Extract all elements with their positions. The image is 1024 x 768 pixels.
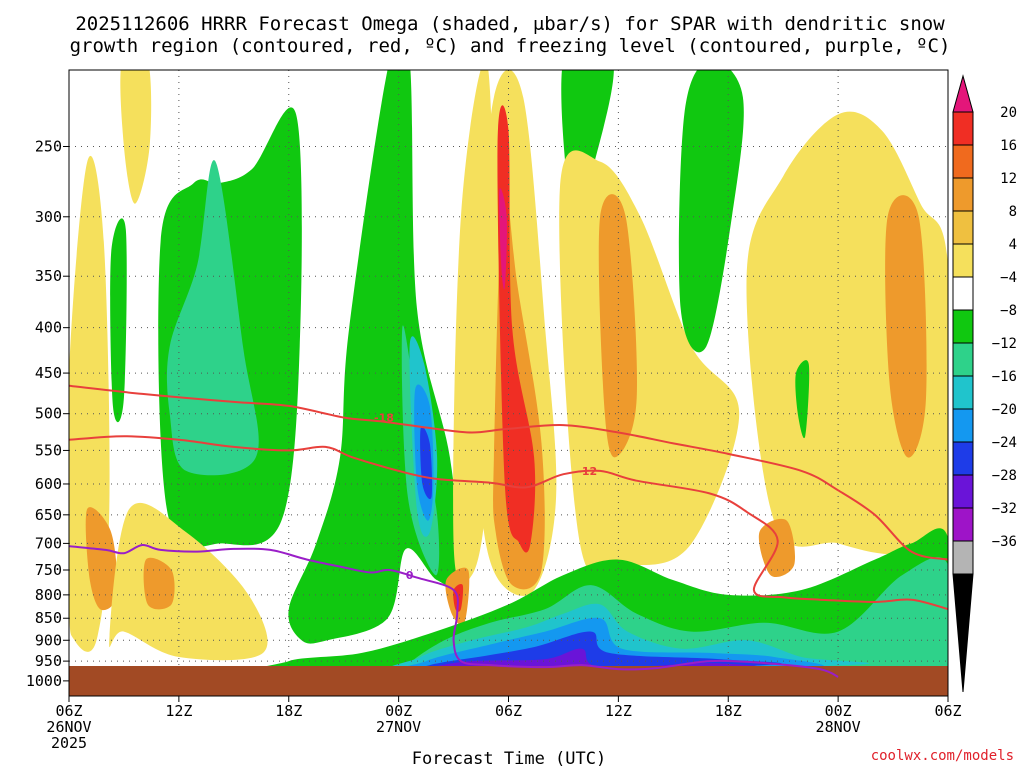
y-axis: 250 300 350 400 450 500 550 600 650 700 750 800 850 9… xyxy=(26,137,69,690)
colorbar-bottom-arrow xyxy=(952,573,974,693)
colorbar: 20 16 12 8 4 −4 −8 −12 −16 −20 −24 −28 −32 −36 xyxy=(952,74,1017,693)
colorbar-label: −8 xyxy=(1000,303,1017,319)
freezing-level-contour xyxy=(69,543,839,678)
y-tick-label: 350 xyxy=(35,267,62,285)
colorbar-label: −12 xyxy=(992,336,1017,352)
omega-region-yellow-12z-lower xyxy=(109,502,268,661)
y-tick-label: 300 xyxy=(35,208,62,226)
contours: -18 -12 0 xyxy=(69,384,948,678)
colorbar-label: 20 xyxy=(1000,105,1017,121)
colorbar-swatch xyxy=(952,276,974,311)
y-tick-label: 600 xyxy=(35,475,62,493)
colorbar-label: −32 xyxy=(992,501,1017,517)
dgz-contour-label: -12 xyxy=(577,465,597,478)
y-tick-label: 500 xyxy=(35,405,62,423)
grid-lines xyxy=(69,70,948,682)
x-tick-label: 06Z xyxy=(55,702,82,720)
x-tick-label: 27NOV xyxy=(376,718,421,736)
plot-area: -18 -12 0 xyxy=(68,69,949,697)
colorbar-label: 12 xyxy=(1000,171,1017,187)
x-tick-label: 06Z xyxy=(495,702,522,720)
omega-region-upper-yellow-12z xyxy=(120,70,152,204)
colorbar-label: −28 xyxy=(992,468,1017,484)
colorbar-swatch xyxy=(952,342,974,377)
omega-shading xyxy=(69,70,948,693)
colorbar-top-arrow xyxy=(952,74,974,113)
omega-region-green-22z-spot xyxy=(795,360,810,439)
dgz-contour xyxy=(69,435,948,611)
omega-region-green-18z-upper xyxy=(678,70,744,353)
x-tick-label: 00Z xyxy=(385,702,412,720)
omega-region-magenta-06z-core xyxy=(499,188,507,290)
y-tick-label: 800 xyxy=(35,586,62,604)
omega-region-orange-12z-lower xyxy=(143,557,175,610)
chart-title-line1: 2025112606 HRRR Forecast Omega (shaded, … xyxy=(75,13,945,35)
omega-region-early-orange-blob xyxy=(85,507,118,611)
x-axis-label: Forecast Time (UTC) xyxy=(412,749,606,768)
x-tick-label: 12Z xyxy=(165,702,192,720)
y-tick-label: 900 xyxy=(35,631,62,649)
colorbar-swatch xyxy=(952,243,974,278)
omega-region-orange-04z-28 xyxy=(885,195,927,458)
y-tick-label: 450 xyxy=(35,364,62,382)
y-tick-label: 950 xyxy=(35,652,62,670)
credit-text[interactable]: coolwx.com/models xyxy=(871,748,1014,764)
colorbar-swatch xyxy=(952,441,974,476)
x-tick-label: 00Z xyxy=(825,702,852,720)
chart-title-line2: growth region (contoured, red, ºC) and f… xyxy=(70,35,951,57)
colorbar-swatch xyxy=(952,474,974,509)
x-tick-label: 18Z xyxy=(715,702,742,720)
dgz-contour xyxy=(69,384,948,561)
x-tick-label: 12Z xyxy=(605,702,632,720)
omega-region-red-06z-core xyxy=(497,105,536,553)
omega-region-teal-core-12z xyxy=(166,160,259,476)
x-tick-label: 26NOV xyxy=(46,718,91,736)
dgz-contour-label: -18 xyxy=(374,412,394,425)
colorbar-label: 8 xyxy=(1009,204,1017,220)
colorbar-swatch xyxy=(952,408,974,443)
x-tick-label: 06Z xyxy=(934,702,961,720)
colorbar-swatch xyxy=(952,375,974,410)
colorbar-swatch xyxy=(952,210,974,245)
colorbar-swatch xyxy=(952,507,974,542)
colorbar-label: 16 xyxy=(1000,138,1017,154)
y-tick-label: 650 xyxy=(35,506,62,524)
omega-region-orange-12z-27 xyxy=(598,194,637,458)
colorbar-swatch xyxy=(952,309,974,344)
x-tick-label: 28NOV xyxy=(816,718,861,736)
colorbar-swatch xyxy=(952,540,974,575)
ground-surface xyxy=(69,666,948,696)
colorbar-label: 4 xyxy=(1009,237,1017,253)
y-tick-label: 400 xyxy=(35,319,62,337)
y-tick-label: 850 xyxy=(35,609,62,627)
colorbar-label: −16 xyxy=(992,369,1017,385)
colorbar-label: −24 xyxy=(992,435,1017,451)
omega-region-dark-blue-00z xyxy=(420,426,433,500)
x-tick-label: 2025 xyxy=(51,734,87,752)
colorbar-swatch xyxy=(952,144,974,179)
omega-region-green-12z-lower xyxy=(110,218,127,423)
y-tick-label: 250 xyxy=(35,137,62,155)
y-tick-label: 750 xyxy=(35,561,62,579)
colorbar-swatch xyxy=(952,177,974,212)
colorbar-label: −4 xyxy=(1000,270,1017,286)
colorbar-swatch xyxy=(952,111,974,146)
x-tick-label: 18Z xyxy=(275,702,302,720)
colorbar-label: −36 xyxy=(992,534,1017,550)
y-tick-label: 1000 xyxy=(26,672,62,690)
y-tick-label: 550 xyxy=(35,441,62,459)
colorbar-label: −20 xyxy=(992,402,1017,418)
freezing-level-label: 0 xyxy=(406,569,414,582)
y-tick-label: 700 xyxy=(35,534,62,552)
